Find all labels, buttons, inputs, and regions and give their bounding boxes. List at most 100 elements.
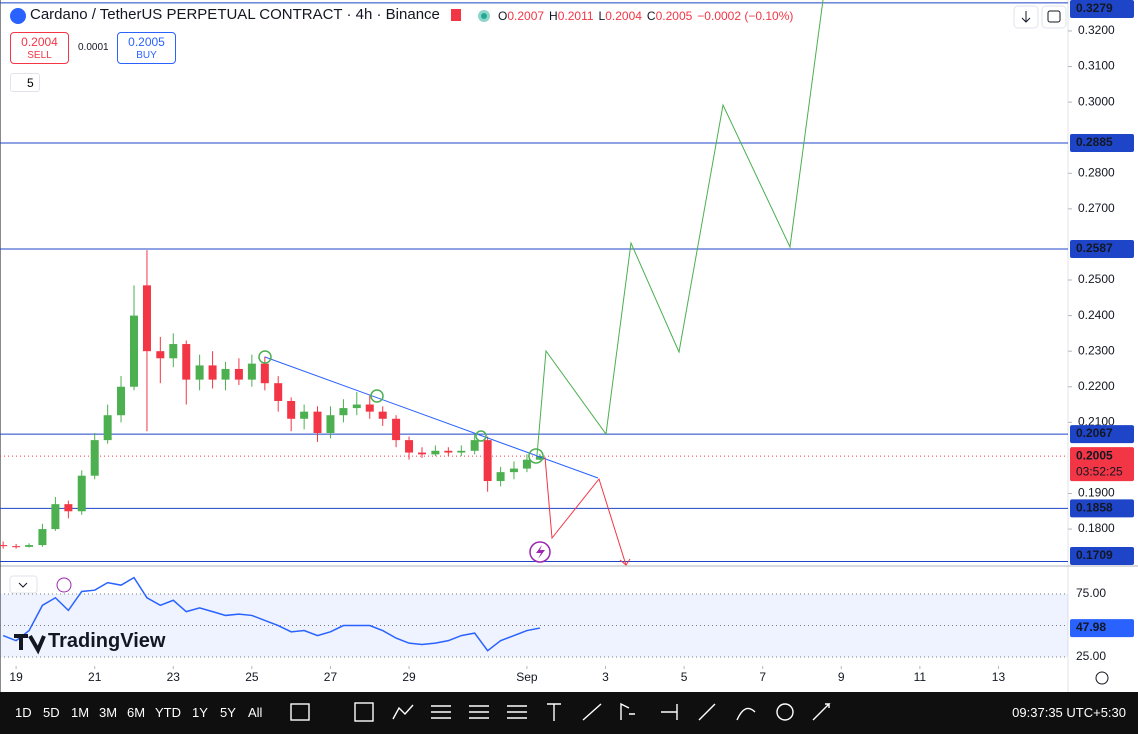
sell-button[interactable]: 0.2004 SELL xyxy=(10,32,69,64)
tool-icons xyxy=(290,702,831,722)
candle-body xyxy=(103,415,112,441)
range-button[interactable]: 5Y xyxy=(220,705,236,720)
sell-label: SELL xyxy=(27,50,52,61)
tool-icon[interactable] xyxy=(547,703,561,721)
y-tick-label: 0.2100 xyxy=(1078,414,1115,428)
buy-button[interactable]: 0.2005 BUY xyxy=(117,32,176,64)
flag-icon[interactable] xyxy=(451,9,461,21)
tool-icon[interactable] xyxy=(736,707,756,721)
range-button[interactable]: 5D xyxy=(43,705,60,720)
tool-icon[interactable] xyxy=(469,705,489,719)
candle-body xyxy=(208,365,217,380)
y-axis: 0.1800 0.1900 0.2100 0.2200 0.2300 0.2400 0.25… xyxy=(1068,0,1134,663)
tool-icon[interactable] xyxy=(620,702,635,720)
range-button[interactable]: All xyxy=(248,705,263,720)
level-label-box xyxy=(1070,547,1134,565)
collapse-button[interactable] xyxy=(9,575,38,594)
ohlc-key: L xyxy=(598,9,606,23)
tool-icon[interactable] xyxy=(354,702,374,722)
range-button[interactable]: 1M xyxy=(71,705,90,720)
buy-price: 0.2005 xyxy=(128,35,165,49)
candle-body xyxy=(431,450,440,455)
x-tick-label: 19 xyxy=(9,670,23,684)
ohlc-value: 0.2004 xyxy=(605,9,642,23)
tool-icon[interactable] xyxy=(290,703,310,721)
ohlc-value: 0.2005 xyxy=(655,9,693,23)
reload-icon[interactable] xyxy=(56,577,72,593)
y-tick-label: 0.3200 xyxy=(1078,23,1115,37)
indicators-toggle[interactable]: 5 xyxy=(10,73,40,92)
ohlc-key: H xyxy=(549,9,558,23)
level-label: 0.1858 xyxy=(1076,501,1113,515)
tool-icon[interactable] xyxy=(661,704,678,720)
symbol-icon xyxy=(10,8,26,24)
x-tick-label: 21 xyxy=(88,670,102,684)
clock: 09:37:35 UTC+5:30 xyxy=(1012,705,1126,720)
tool-icon[interactable] xyxy=(582,703,602,721)
buy-label: BUY xyxy=(136,50,157,61)
tool-icon[interactable] xyxy=(812,703,831,721)
candle-body xyxy=(25,545,34,547)
candle-body xyxy=(234,368,243,380)
candle-body xyxy=(470,440,479,451)
ohlc-change: −0.0002 (−0.10%) xyxy=(697,9,794,23)
tool-icon[interactable] xyxy=(698,703,716,721)
candle-body xyxy=(457,450,466,453)
pivot-circle xyxy=(475,430,487,442)
candle-body xyxy=(313,411,322,434)
range-button[interactable]: 1D xyxy=(15,705,32,720)
candle-body xyxy=(195,365,204,380)
y-tick-label: 0.2300 xyxy=(1078,343,1115,357)
candle-body xyxy=(142,285,151,352)
chevron xyxy=(18,582,28,588)
logo: TradingView xyxy=(48,630,166,652)
settings-icon[interactable] xyxy=(1095,671,1109,685)
candle-body xyxy=(444,450,453,453)
candle-body xyxy=(287,400,296,419)
x-tick-label: Sep xyxy=(516,670,538,684)
chart: 0.1800 0.1900 0.2100 0.2200 0.2300 0.2400 0.25… xyxy=(0,0,1138,692)
candle-body xyxy=(300,411,309,419)
candle-body xyxy=(365,404,374,412)
arrow-head xyxy=(619,558,631,566)
levels xyxy=(0,2,1068,562)
x-tick-label: 5 xyxy=(681,670,688,684)
x-tick-label: 23 xyxy=(167,670,181,684)
range-button[interactable]: YTD xyxy=(155,705,181,720)
candle-body xyxy=(483,440,492,482)
candle-body xyxy=(0,545,8,547)
x-tick-label: 9 xyxy=(838,670,845,684)
candle-body xyxy=(405,440,414,453)
y-tick-label: 0.3100 xyxy=(1078,59,1115,73)
range-button[interactable]: 1Y xyxy=(192,705,208,720)
x-axis: 19 21 23 25 27 29 Sep 3 5 7 9 11 13 xyxy=(9,666,1005,684)
x-tick-label: 3 xyxy=(602,670,609,684)
candle-body xyxy=(339,408,348,416)
rsi-last-box xyxy=(1070,619,1134,638)
tool-icon[interactable] xyxy=(776,703,794,721)
candle-body xyxy=(169,344,178,359)
countdown: 03:52:25 xyxy=(1076,464,1123,478)
rsi-pane xyxy=(0,576,1068,658)
tool-icon[interactable] xyxy=(431,705,451,719)
rsi-line xyxy=(2,576,541,652)
ohlc-key: O xyxy=(498,9,508,23)
range-button[interactable]: 3M xyxy=(99,705,118,720)
level-label-box xyxy=(1070,134,1134,153)
candle-body xyxy=(64,504,73,512)
y-tick-label: 0.2400 xyxy=(1078,308,1115,322)
tool-icon[interactable] xyxy=(507,705,527,719)
candle-body xyxy=(392,418,401,441)
bear-projection xyxy=(544,456,627,566)
fullscreen-button[interactable] xyxy=(1041,5,1067,29)
fullscreen-icon xyxy=(1047,10,1061,23)
range-button[interactable]: 6M xyxy=(127,705,146,720)
bottom-toolbar: 09:37:35 UTC+5:30 1D 5D 1M 3M 6M YTD 1Y 5Y All xyxy=(0,692,1138,734)
rsi-tick-label: 25.00 xyxy=(1076,649,1106,663)
rsi-last-label: 47.98 xyxy=(1076,620,1106,634)
candle-body xyxy=(274,383,283,401)
candle-body xyxy=(247,363,256,380)
tool-icon[interactable] xyxy=(392,704,414,720)
logo-mark xyxy=(14,634,46,655)
x-tick-label: 27 xyxy=(324,670,338,684)
